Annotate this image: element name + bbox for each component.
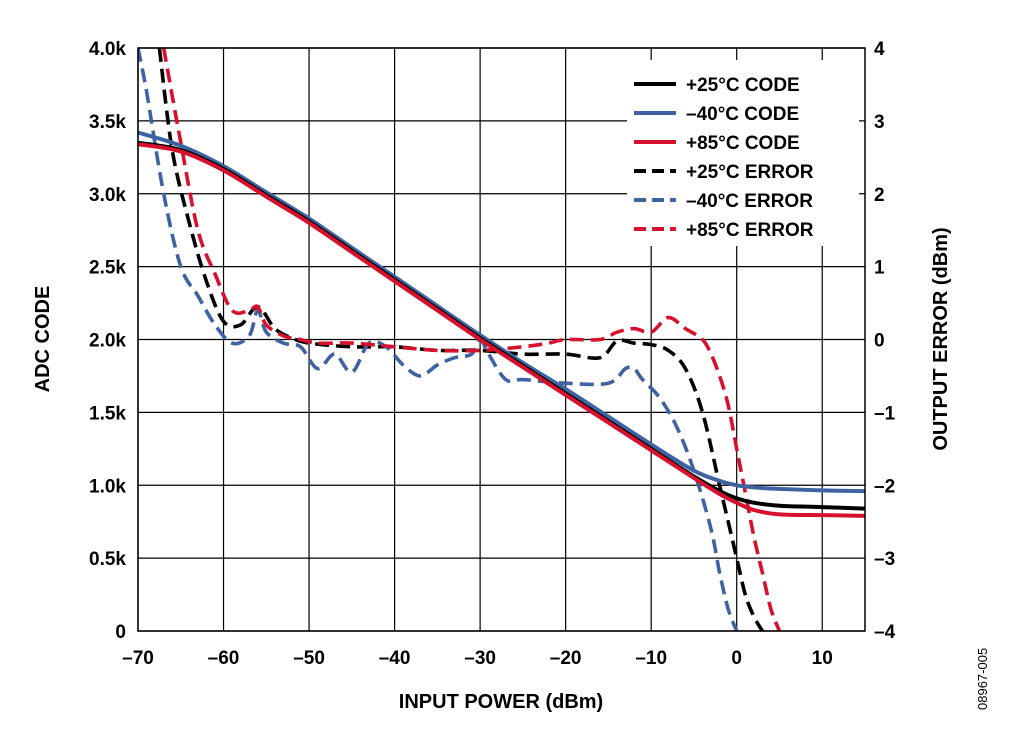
x-tick-label: –40 xyxy=(379,648,411,669)
x-tick-label: –20 xyxy=(550,648,582,669)
y-right-tick-label: –3 xyxy=(874,549,895,570)
x-tick-label: –30 xyxy=(464,648,496,669)
legend-label: +25°C ERROR xyxy=(686,162,814,183)
y-right-tick-label: –4 xyxy=(874,622,896,643)
y-left-tick-label: 2.5k xyxy=(89,258,126,279)
series-line-2 xyxy=(138,142,865,518)
legend-label: –40°C CODE xyxy=(686,104,799,125)
x-tick-label: 10 xyxy=(812,648,833,669)
series-line-1 xyxy=(138,130,865,494)
y-right-tick-label: 1 xyxy=(874,258,885,279)
y-left-tick-label: 4.0k xyxy=(89,39,126,60)
y-left-tick-label: 1.5k xyxy=(89,403,126,424)
y-left-tick-label: 3.5k xyxy=(89,112,126,133)
y-left-tick-label: 0 xyxy=(115,622,126,643)
legend-box xyxy=(627,60,859,246)
x-tick-label: –70 xyxy=(122,648,154,669)
y-right-tick-label: 2 xyxy=(874,185,885,206)
x-tick-label: –10 xyxy=(635,648,667,669)
series-line-4 xyxy=(138,48,739,631)
y-left-tick-label: 3.0k xyxy=(89,185,126,206)
x-tick-label: –60 xyxy=(208,648,240,669)
y-right-tick-label: 0 xyxy=(874,331,885,352)
series-layer xyxy=(138,48,865,631)
x-axis-title: INPUT POWER (dBm) xyxy=(399,691,603,713)
legend-label: +25°C CODE xyxy=(686,75,800,96)
legend-label: –40°C ERROR xyxy=(686,191,813,212)
legend: +25°C CODE –40°C CODE +85°C CODE +25°C ERRO… xyxy=(627,60,859,246)
y-axis-right-title: OUTPUT ERROR (dBm) xyxy=(930,227,952,450)
y-right-tick-label: 4 xyxy=(874,39,885,60)
y-right-tick-label: –2 xyxy=(874,476,895,497)
y-left-tick-label: 1.0k xyxy=(89,476,126,497)
legend-label: +85°C CODE xyxy=(686,133,800,154)
x-tick-label: –50 xyxy=(293,648,325,669)
figure-id: 08967-005 xyxy=(975,648,990,710)
ticks: –70 –60 –50 –40 –30 –20 –10 0 1000.5k1.0k1.5k2.0… xyxy=(89,39,896,669)
y-left-tick-label: 0.5k xyxy=(89,549,126,570)
y-right-tick-label: 3 xyxy=(874,112,885,133)
series-line-5 xyxy=(161,48,782,631)
y-left-tick-label: 2.0k xyxy=(89,331,126,352)
legend-label: +85°C ERROR xyxy=(686,220,814,241)
x-tick-label: 0 xyxy=(731,648,742,669)
plot-frame xyxy=(137,47,866,632)
y-axis-left-title: ADC CODE xyxy=(32,286,54,393)
y-right-tick-label: –1 xyxy=(874,403,896,424)
